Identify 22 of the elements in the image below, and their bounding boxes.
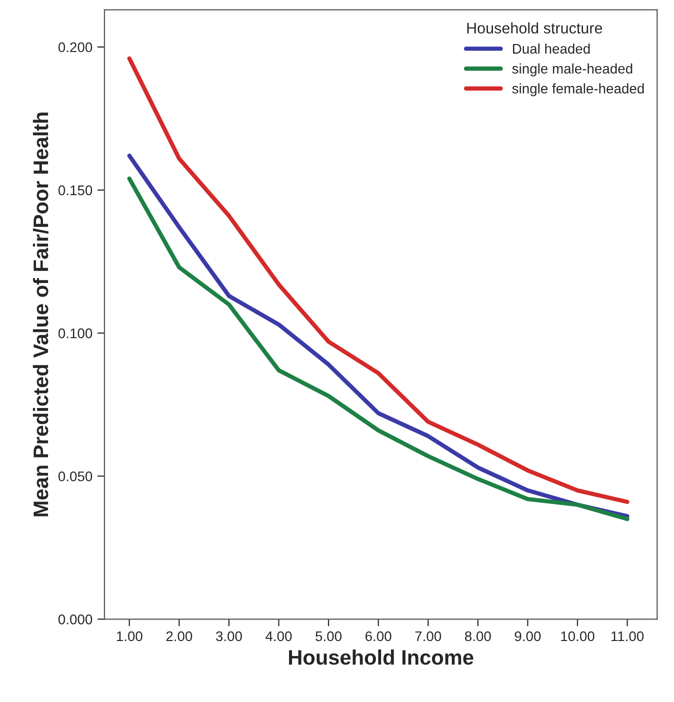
x-tick-label: 1.00: [116, 631, 142, 642]
x-tick-label: 10.00: [561, 631, 594, 642]
x-tick-label: 7.00: [415, 631, 442, 642]
legend-label: single male-headed: [512, 63, 632, 76]
x-tick-label: 5.00: [316, 631, 342, 642]
legend-title: Household structure: [467, 22, 602, 34]
y-axis-title: Mean Predicted Value of Fair/Poor Health: [32, 112, 48, 516]
y-tick-label: 0.000: [58, 614, 92, 624]
x-axis-title: Household Income: [289, 649, 474, 665]
x-tick-label: 6.00: [366, 631, 392, 642]
y-tick-label: 0.200: [58, 42, 92, 52]
y-tick-label: 0.050: [58, 471, 92, 482]
legend-label: Dual headed: [512, 44, 590, 54]
x-tick-label: 3.00: [216, 631, 242, 642]
x-tick-label: 2.00: [166, 631, 192, 642]
y-tick-label: 0.150: [58, 185, 92, 196]
y-tick-label: 0.100: [58, 328, 92, 338]
x-tick-label: 8.00: [464, 631, 491, 642]
x-tick-label: 11.00: [611, 631, 644, 642]
x-tick-label: 4.00: [266, 631, 292, 642]
x-tick-label: 9.00: [514, 631, 541, 642]
legend-label: single female-headed: [512, 83, 644, 96]
